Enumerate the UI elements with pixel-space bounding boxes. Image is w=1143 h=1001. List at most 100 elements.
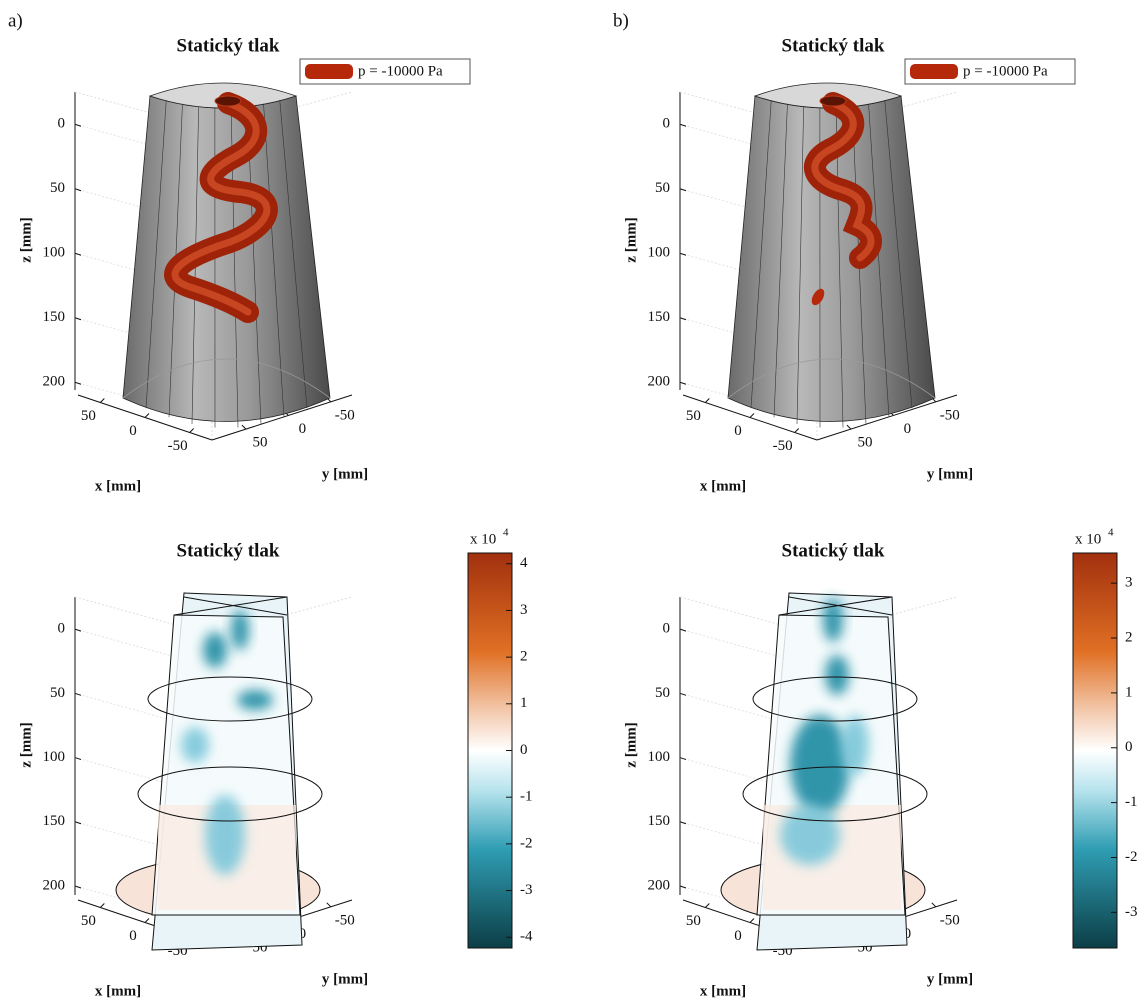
z-axis-label: z [mm] [18, 722, 34, 767]
y-tick-label: -50 [335, 912, 355, 928]
y-axis-label: y [mm] [322, 971, 368, 987]
z-tick [679, 885, 687, 889]
z-tick-label: 200 [648, 374, 671, 390]
z-axis-label: z [mm] [623, 217, 639, 262]
pressure-blob [823, 598, 843, 642]
z-tick [679, 317, 687, 321]
z-tick [679, 123, 687, 127]
y-tick-label: 0 [299, 421, 307, 437]
z-tick-label: 100 [43, 749, 66, 765]
colorbar-label: x 10 [1075, 531, 1101, 547]
z-tick-label: 150 [648, 309, 671, 325]
colorbar-tick-label: -3 [520, 882, 533, 898]
z-tick-label: 50 [50, 180, 65, 196]
x-tick-label: 50 [81, 408, 96, 424]
vortex-highlight [811, 99, 875, 262]
z-tick-label: 0 [58, 621, 66, 637]
y-tick-label: 0 [904, 421, 912, 437]
x-axis-label: x [mm] [95, 983, 141, 999]
x-tick-label: 0 [129, 928, 137, 944]
x-tick [704, 903, 710, 908]
z-tick [74, 885, 82, 889]
z-tick [74, 317, 82, 321]
slice-ring [742, 766, 928, 822]
panel-label: b) [613, 10, 629, 31]
vortex-highlight [171, 99, 271, 316]
panel: b) Statický tlak 0 50 100 150 200 z [mm] 50 0 -50 5… [613, 10, 1076, 494]
slice-ring [147, 676, 313, 722]
z-tick [679, 252, 687, 256]
colorbar-tick-label: 2 [520, 649, 528, 665]
z-tick-label: 150 [43, 813, 66, 829]
x-tick-label: -50 [168, 438, 188, 454]
y-tick-label: 50 [857, 435, 872, 451]
z-tick [679, 188, 687, 192]
y-tick-label: 0 [904, 926, 912, 942]
colorbar [467, 552, 513, 949]
cone-surface [122, 95, 331, 422]
z-axis-label: z [mm] [623, 722, 639, 767]
z-tick [74, 381, 82, 385]
colorbar-tick-label: 3 [520, 602, 528, 618]
z-tick [679, 628, 687, 632]
x-tick-label: -50 [773, 438, 793, 454]
colorbar-tick-label: 2 [1125, 629, 1133, 645]
z-tick-label: 150 [43, 309, 66, 325]
panel-title: Statický tlak [782, 540, 885, 561]
x-tick-label: 0 [734, 423, 742, 439]
colorbar-tick-label: -2 [520, 835, 533, 851]
slice-ring [752, 676, 918, 722]
z-tick [74, 188, 82, 192]
x-tick [189, 428, 195, 433]
z-tick-label: 150 [648, 813, 671, 829]
z-tick-label: 50 [50, 685, 65, 701]
cone-bottom [122, 358, 331, 399]
x-tick [749, 413, 755, 418]
cone-mesh-line [773, 103, 788, 418]
x-axis-label: x [mm] [700, 478, 746, 494]
y-tick [931, 902, 937, 908]
cone-mesh-line [884, 100, 913, 409]
y-tick [326, 902, 332, 908]
z-tick-label: 200 [648, 877, 671, 893]
x-tick-label: 50 [81, 913, 96, 929]
z-tick [74, 252, 82, 256]
z-tick-label: 0 [663, 116, 671, 132]
y-tick-label: 50 [252, 435, 267, 451]
z-tick-label: 50 [655, 180, 670, 196]
z-tick [679, 821, 687, 825]
z-tick-label: 50 [655, 685, 670, 701]
z-tick [679, 692, 687, 696]
y-axis [211, 394, 353, 441]
colorbar [1072, 552, 1118, 949]
z-tick-label: 200 [43, 877, 66, 893]
colorbar-tick-label: -4 [520, 929, 533, 945]
pressure-blob [825, 655, 849, 695]
x-tick-label: 50 [686, 913, 701, 929]
z-tick [679, 381, 687, 385]
z-tick-label: 100 [648, 245, 671, 261]
pressure-blob [231, 610, 249, 650]
panel-title: Statický tlak [177, 540, 280, 561]
y-axis-label: y [mm] [927, 466, 973, 482]
vortex-fragment [811, 288, 825, 306]
z-tick [74, 692, 82, 696]
pressure-blob [780, 805, 840, 865]
colorbar-tick-label: 1 [520, 695, 528, 711]
z-tick [74, 628, 82, 632]
pressure-blob [841, 715, 869, 775]
cone-mesh-line [835, 107, 844, 428]
y-tick-label: -50 [940, 912, 960, 928]
cone-mesh-line [868, 103, 890, 418]
legend-swatch [305, 64, 353, 79]
panel-label: a) [8, 10, 23, 31]
legend-label: p = -10000 Pa [963, 63, 1048, 79]
colorbar-tick-label: -2 [1125, 849, 1138, 865]
y-tick-label: -50 [335, 407, 355, 423]
z-tick-label: 200 [43, 374, 66, 390]
cone-mesh-line [279, 100, 308, 409]
colorbar-tick-label: 1 [1125, 684, 1133, 700]
